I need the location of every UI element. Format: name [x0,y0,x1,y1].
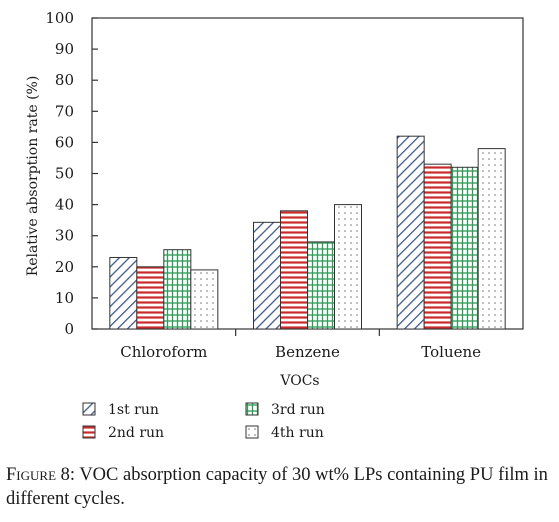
bar [307,241,335,330]
bar [163,249,192,330]
bar [396,135,425,330]
legend: 1st run 2nd run 3rd run 4th run [82,402,325,441]
bar [450,166,479,330]
legend-swatch [82,425,96,439]
legend-label: 4th run [271,425,324,441]
y-axis-title: Relative absorption rate (%) [25,76,41,277]
y-tick-label: 10 [55,289,74,307]
axes: 0 10 20 30 40 50 60 70 80 90 100 Chloroform Benzene T… [45,9,524,361]
figure-caption: Figure 8: VOC absorption capacity of 30 … [6,463,554,511]
x-tick-label: Toluene [421,343,481,361]
y-tick-label: 20 [55,258,74,276]
x-tick-label: Benzene [275,343,340,361]
y-tick-label: 100 [45,9,74,27]
legend-label: 3rd run [271,402,325,418]
y-tick-label: 30 [55,227,74,245]
bars [109,135,506,330]
bar [334,204,362,330]
bar-chart: 0 10 20 30 40 50 60 70 80 90 100 Chloroform Benzene T… [25,9,524,441]
bar [190,269,219,330]
y-tick-label: 90 [55,40,74,58]
legend-label: 2nd run [108,425,164,441]
legend-swatch [245,425,259,439]
y-tick-label: 70 [55,102,74,120]
caption-text: VOC absorption capacity of 30 wt% LPs co… [6,465,548,509]
bar [423,163,452,330]
bar [477,148,506,330]
y-tick-label: 80 [55,71,74,89]
bar [109,256,138,330]
bar [253,221,281,330]
bar [280,210,308,330]
x-tick-label: Chloroform [120,343,207,361]
y-tick-label: 40 [55,196,74,214]
legend-label: 1st run [108,402,159,418]
y-tick-label: 60 [55,133,74,151]
x-axis-title: VOCs [279,373,319,389]
y-tick-label: 50 [55,165,74,183]
legend-swatch [82,402,96,416]
legend-swatch [245,402,259,416]
y-tick-label: 0 [64,320,74,338]
bar [136,266,165,330]
caption-prefix: Figure 8: [6,465,76,485]
